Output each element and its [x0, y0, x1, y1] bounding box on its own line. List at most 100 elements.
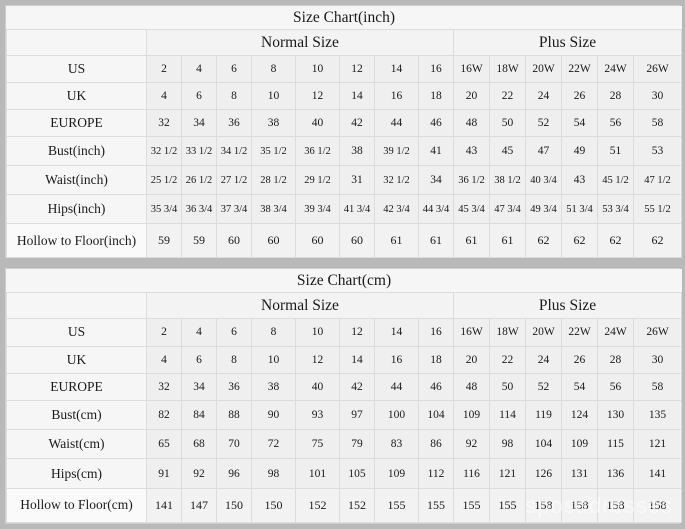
table-cell: 26W: [632, 318, 683, 347]
table-cell: 54: [561, 109, 598, 137]
chart-title: Size Chart(inch): [6, 6, 682, 30]
table-cell: 98: [489, 429, 526, 460]
table-cell: 116: [453, 458, 490, 489]
table-cell: 12: [295, 345, 340, 374]
row-label: EUROPE: [6, 372, 147, 401]
table-cell: 14: [339, 82, 375, 110]
table-row: US 2 4 6 8 10 12 14 16 16W 18W 20W 22W 24W 26W: [6, 55, 683, 83]
table-cell: 155: [489, 487, 526, 524]
table-cell: 97: [339, 399, 375, 431]
row-label: US: [6, 55, 147, 83]
chart-title-row: Size Chart(cm): [6, 269, 682, 294]
table-cell: 135: [632, 399, 683, 431]
table-cell: 82: [146, 399, 182, 431]
table-cell: 92: [453, 429, 490, 460]
group-header-spacer: [6, 29, 147, 56]
table-cell: 124: [561, 399, 598, 431]
size-table: Size Chart(inch) Normal Size Plus Size US 2…: [6, 6, 683, 258]
table-cell: 86: [418, 429, 454, 460]
table-row: UK 4 6 8 10 12 14 16 18 20 22 24 26 28 30: [6, 345, 683, 374]
row-label: Hollow to Floor(inch): [6, 223, 147, 258]
table-cell: 14: [339, 345, 375, 374]
table-cell: 62: [632, 223, 683, 258]
table-cell: 155: [418, 487, 454, 524]
table-row: Hollow to Floor(inch) 59 59 60 60 60 60 61 61 61 6…: [6, 223, 683, 258]
table-cell: 44: [374, 372, 419, 401]
table-cell: 155: [374, 487, 419, 524]
table-cell: 38 3/4: [251, 194, 296, 224]
table-cell: 6: [216, 55, 252, 83]
table-row: UK 4 6 8 10 12 14 16 18 20 22 24 26 28 30: [6, 82, 683, 110]
table-cell: 36 3/4: [181, 194, 217, 224]
table-row: Waist(inch) 25 1/2 26 1/2 27 1/2 28 1/2 29 1/…: [6, 165, 683, 195]
group-header-plus-size: Plus Size: [452, 29, 683, 56]
table-cell: 53 3/4: [597, 194, 634, 224]
table-cell: 18W: [489, 318, 526, 347]
table-cell: 114: [489, 399, 526, 431]
table-cell: 56: [597, 372, 634, 401]
row-label: Hollow to Floor(cm): [6, 487, 147, 524]
table-cell: 50: [489, 372, 526, 401]
table-cell: 59: [146, 223, 182, 258]
table-row: Bust(cm) 82 84 88 90 93 97 100 104 109 114 119 124 13…: [6, 399, 683, 431]
table-row: Bust(inch) 32 1/2 33 1/2 34 1/2 35 1/2 36 1/2…: [6, 136, 683, 166]
table-cell: 131: [561, 458, 598, 489]
table-cell: 52: [525, 372, 562, 401]
table-cell: 119: [525, 399, 562, 431]
table-cell: 32 1/2: [146, 136, 182, 166]
table-cell: 10: [295, 318, 340, 347]
table-cell: 47: [525, 136, 562, 166]
table-cell: 27 1/2: [216, 165, 252, 195]
table-cell: 20W: [525, 318, 562, 347]
table-cell: 4: [146, 82, 182, 110]
table-cell: 42: [339, 109, 375, 137]
table-cell: 54: [561, 372, 598, 401]
table-cell: 22: [489, 345, 526, 374]
table-cell: 20: [453, 82, 490, 110]
table-cell: 62: [597, 223, 634, 258]
table-cell: 96: [216, 458, 252, 489]
table-cell: 115: [597, 429, 634, 460]
table-cell: 59: [181, 223, 217, 258]
row-label: UK: [6, 345, 147, 374]
table-cell: 22W: [561, 55, 598, 83]
table-cell: 150: [216, 487, 252, 524]
table-cell: 4: [181, 318, 217, 347]
group-header-row: Normal Size Plus Size: [6, 292, 683, 320]
table-cell: 14: [374, 318, 419, 347]
table-cell: 10: [295, 55, 340, 83]
table-cell: 49 3/4: [525, 194, 562, 224]
table-cell: 31: [339, 165, 375, 195]
table-cell: 48: [453, 109, 490, 137]
table-cell: 60: [251, 223, 296, 258]
table-cell: 65: [146, 429, 182, 460]
table-cell: 30: [632, 82, 683, 110]
table-cell: 6: [216, 318, 252, 347]
table-cell: 37 3/4: [216, 194, 252, 224]
table-cell: 90: [251, 399, 296, 431]
row-label: UK: [6, 82, 147, 110]
table-cell: 46: [418, 109, 454, 137]
table-cell: 109: [453, 399, 490, 431]
table-cell: 58: [632, 372, 683, 401]
table-cell: 24W: [597, 55, 634, 83]
table-cell: 126: [525, 458, 562, 489]
table-cell: 39 1/2: [374, 136, 419, 166]
table-cell: 20W: [525, 55, 562, 83]
table-cell: 40: [295, 109, 340, 137]
table-cell: 104: [418, 399, 454, 431]
size-chart-inch: Size Chart(inch) Normal Size Plus Size US 2…: [5, 5, 683, 258]
table-cell: 34 1/2: [216, 136, 252, 166]
group-header-spacer: [6, 292, 147, 320]
table-cell: 109: [374, 458, 419, 489]
table-cell: 38: [339, 136, 375, 166]
table-cell: 49: [561, 136, 598, 166]
table-cell: 72: [251, 429, 296, 460]
table-cell: 62: [525, 223, 562, 258]
table-cell: 121: [489, 458, 526, 489]
table-cell: 152: [295, 487, 340, 524]
table-cell: 136: [597, 458, 634, 489]
table-cell: 130: [597, 399, 634, 431]
table-cell: 79: [339, 429, 375, 460]
